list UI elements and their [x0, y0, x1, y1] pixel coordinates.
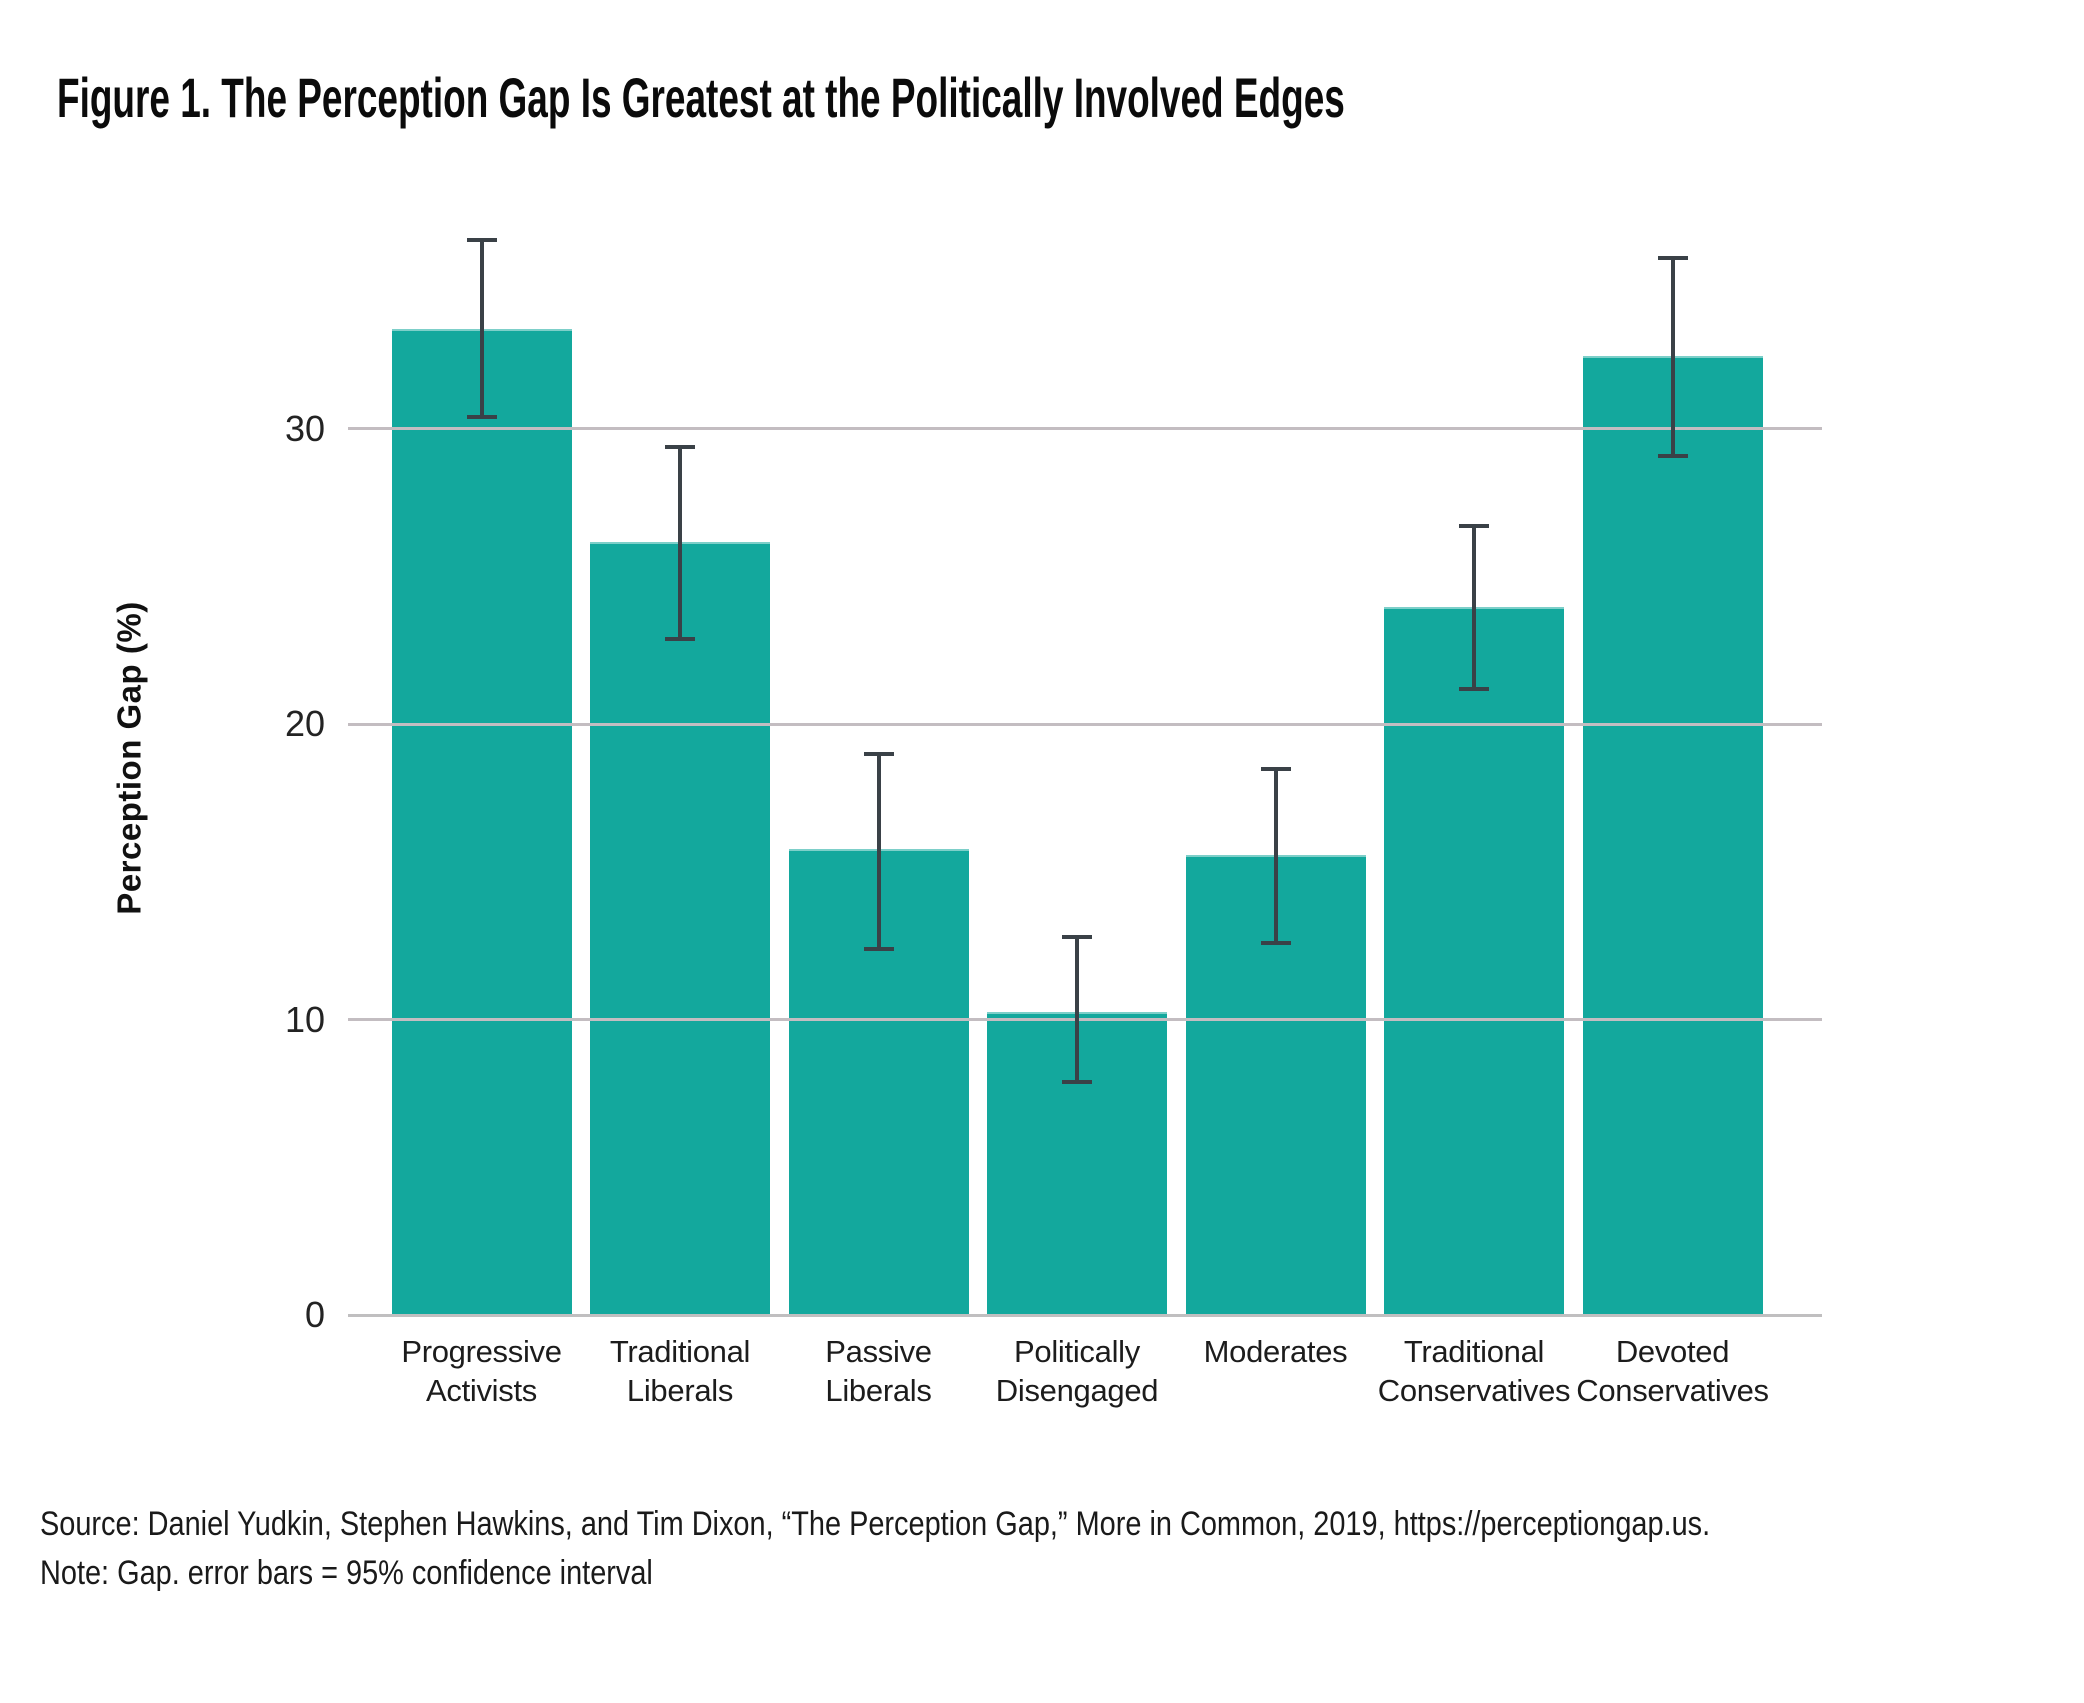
x-axis-label-line: Traditional	[1403, 1334, 1545, 1369]
x-axis-label-progressive-activists: Progressive Activists	[382, 1332, 582, 1410]
bar-traditional-conservatives	[1384, 607, 1564, 1315]
x-axis-label-line: Conservatives	[1377, 1373, 1571, 1408]
x-axis-label-passive-liberals: Passive Liberals	[779, 1332, 979, 1410]
gridline-10	[348, 1018, 1822, 1022]
bar-traditional-liberals	[590, 542, 770, 1315]
error-stem	[1075, 934, 1079, 1084]
y-tick-label-10: 10	[284, 998, 325, 1040]
x-axis-labels: Progressive Activists Traditional Liberals P…	[348, 1332, 1822, 1432]
note-line: Note: Gap. error bars = 95% confidence i…	[40, 1554, 653, 1592]
x-axis-label-traditional-liberals: Traditional Liberals	[580, 1332, 780, 1410]
error-bar-traditional-conservatives	[1459, 524, 1489, 691]
error-bar-devoted-conservatives	[1657, 255, 1688, 458]
gridline-20	[348, 722, 1822, 726]
error-stem	[1670, 255, 1675, 458]
y-tick-label-30: 30	[284, 407, 325, 449]
error-bar-progressive-activists	[466, 237, 497, 420]
y-tick-label-0: 0	[304, 1294, 325, 1335]
error-stem	[876, 751, 881, 951]
x-axis-label-line: Traditional	[609, 1334, 751, 1369]
error-stem	[678, 444, 682, 641]
bar-devoted-conservatives	[1582, 356, 1763, 1315]
x-axis-label-line: Disengaged	[995, 1373, 1159, 1408]
x-axis-label-line: Liberals	[626, 1373, 734, 1408]
x-axis-label-devoted-conservatives: Devoted Conservatives	[1573, 1332, 1773, 1410]
x-axis-label-line: Politically	[1014, 1334, 1140, 1369]
x-axis-label-line: Devoted	[1615, 1334, 1730, 1369]
error-bar-passive-liberals	[863, 751, 894, 951]
x-axis-label-line: Activists	[426, 1373, 537, 1408]
x-axis-label-line: Passive	[825, 1334, 932, 1369]
source-line: Source: Daniel Yudkin, Stephen Hawkins, …	[40, 1505, 1711, 1543]
x-axis-baseline	[348, 1313, 1822, 1317]
error-bar-politically-disengaged	[1062, 934, 1092, 1084]
x-axis-label-line: Progressive	[401, 1334, 562, 1369]
y-tick-label-20: 20	[284, 703, 325, 745]
error-stem	[1472, 524, 1476, 691]
y-axis-tick-labels: 0 10 20 30	[0, 200, 325, 1335]
figure-title: Figure 1. The Perception Gap Is Greatest…	[57, 66, 1345, 129]
error-bar-moderates	[1260, 766, 1291, 945]
x-axis-label-line: Moderates	[1203, 1334, 1348, 1369]
error-bar-traditional-liberals	[665, 444, 695, 641]
error-stem	[1273, 766, 1278, 945]
x-axis-label-politically-disengaged: Politically Disengaged	[977, 1332, 1177, 1410]
error-stem	[479, 237, 484, 420]
x-axis-label-line: Liberals	[825, 1373, 932, 1408]
gridline-30	[348, 427, 1822, 431]
x-axis-label-moderates: Moderates	[1176, 1332, 1376, 1371]
x-axis-label-traditional-conservatives: Traditional Conservatives	[1374, 1332, 1574, 1410]
plot-area	[348, 200, 1822, 1317]
caption: Source: Daniel Yudkin, Stephen Hawkins, …	[40, 1500, 1710, 1598]
x-axis-label-line: Conservatives	[1576, 1373, 1769, 1408]
bar-progressive-activists	[391, 329, 572, 1315]
